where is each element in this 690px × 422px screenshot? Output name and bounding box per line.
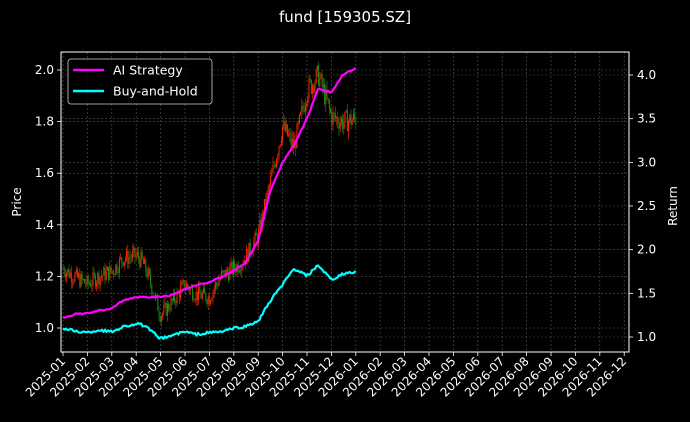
y-tick-label-left: 1.8 <box>35 115 54 129</box>
y-tick-label-right: 2.5 <box>637 199 656 213</box>
y-tick-label-right: 4.0 <box>637 68 656 82</box>
y-tick-label-right: 3.0 <box>637 155 656 169</box>
ai-strategy-line <box>62 67 357 319</box>
price-candlesticks <box>62 61 357 326</box>
y-tick-label-left: 2.0 <box>35 63 54 77</box>
y-axis-label-right: Return <box>666 186 680 226</box>
y-tick-label-right: 1.5 <box>637 286 656 300</box>
buy-and-hold-line <box>62 264 357 340</box>
legend-label: AI Strategy <box>113 63 183 78</box>
legend: AI Strategy Buy-and-Hold <box>67 58 213 105</box>
y-tick-label-left: 1.6 <box>35 166 54 180</box>
y-tick-label-left: 1.2 <box>35 269 54 283</box>
y-tick-label-right: 2.0 <box>637 243 656 257</box>
y-tick-label-right: 1.0 <box>637 330 656 344</box>
y-axis-label-left: Price <box>10 187 24 216</box>
axes-frame <box>60 51 630 353</box>
y-tick-label-left: 1.0 <box>35 321 54 335</box>
legend-label: Buy-and-Hold <box>113 84 198 99</box>
y-tick-label-left: 1.4 <box>35 218 54 232</box>
chart-title: fund [159305.SZ] <box>278 8 412 26</box>
grid-lines <box>61 52 629 352</box>
y-tick-label-right: 3.5 <box>637 112 656 126</box>
